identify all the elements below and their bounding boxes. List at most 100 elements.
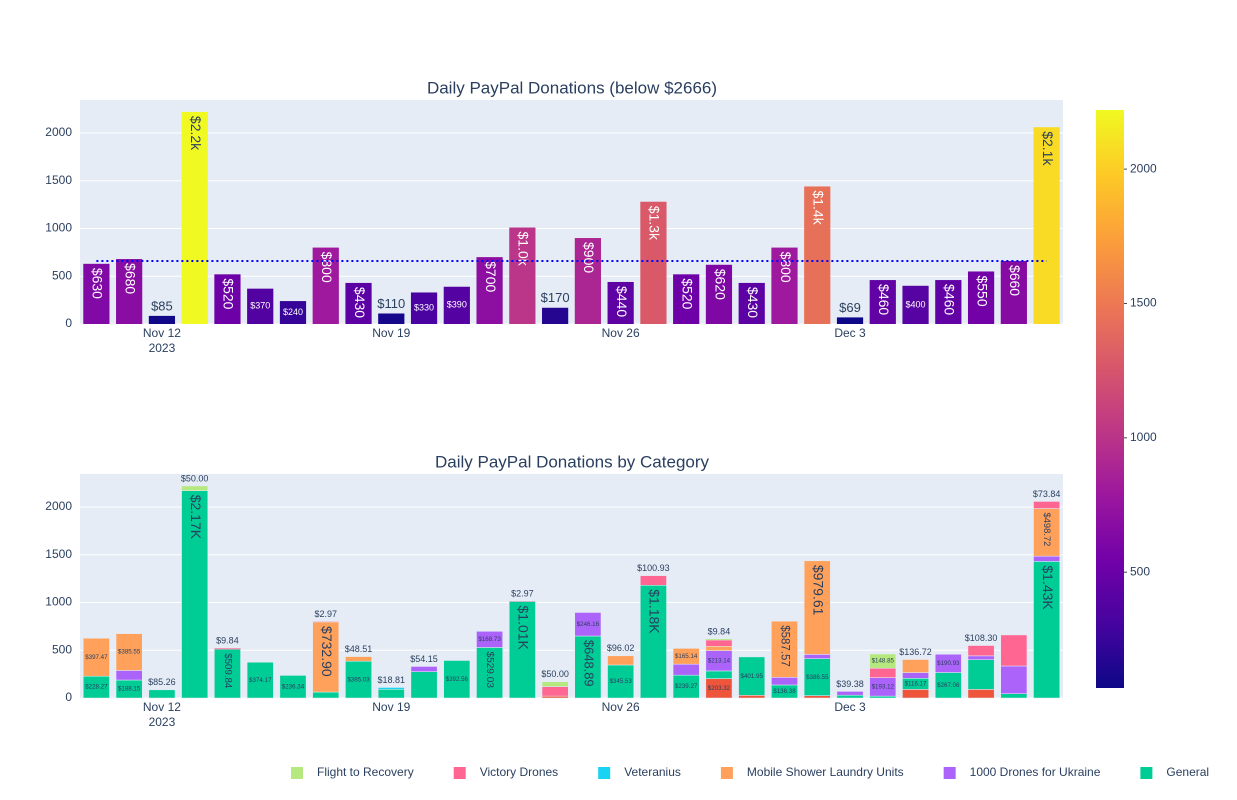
bar-segment [443, 660, 471, 699]
x-tick-label: Nov 12 [143, 326, 181, 340]
bar [279, 301, 307, 324]
value-label: $330 [414, 303, 434, 313]
value-label: $648.89 [581, 640, 596, 687]
bar [574, 238, 601, 324]
bar [378, 313, 405, 324]
bar-segment [1033, 555, 1060, 562]
bar [181, 111, 208, 324]
bar-segment [377, 689, 405, 699]
bar [607, 281, 634, 324]
legend-swatch [598, 767, 611, 779]
bar [443, 286, 470, 324]
bar [116, 259, 143, 324]
legend-swatch [291, 767, 303, 779]
value-label: $660 [1007, 265, 1023, 296]
x-tick-label: Nov 26 [602, 326, 640, 340]
value-label: $188.15 [118, 686, 141, 693]
bar-segment [1033, 501, 1060, 509]
bar-segment [541, 695, 569, 699]
value-label: $236.34 [282, 683, 305, 690]
value-label: $400 [906, 299, 926, 309]
y-tick-label: 0 [65, 316, 72, 330]
value-label: $267.06 [937, 682, 960, 689]
x-tick-label: Nov 19 [372, 700, 410, 714]
value-label: $587.57 [778, 625, 790, 667]
bar-segment [803, 658, 831, 696]
value-label: $397.47 [85, 654, 108, 661]
bar [902, 285, 929, 324]
bar-segment [771, 620, 798, 678]
y-tick-label: 500 [52, 268, 72, 282]
value-label: $85.26 [148, 677, 176, 687]
bar-segment [869, 653, 897, 669]
x-tick-label: Dec 3 [834, 326, 866, 340]
bar-segment [1000, 693, 1028, 699]
bar-segment [803, 560, 831, 655]
y-tick-label: 2000 [45, 125, 72, 139]
bar [148, 315, 176, 324]
y-tick-label: 1500 [45, 173, 72, 187]
value-label: $170 [541, 290, 570, 305]
bar-segment [967, 689, 995, 699]
bar-segment [115, 670, 143, 681]
bar-segment [181, 490, 209, 699]
value-label: $110 [377, 296, 405, 311]
value-label: $100.93 [637, 563, 670, 573]
bar-segment [967, 655, 995, 660]
bar-segment [214, 649, 241, 699]
value-label: $1.3k [647, 206, 663, 241]
value-label: $9.84 [216, 636, 239, 646]
legend-label: Veteranius [624, 765, 681, 779]
bar-segment [803, 654, 831, 659]
value-label: $386.55 [806, 674, 829, 681]
legend-label: General [1166, 765, 1209, 779]
value-label: $440 [614, 286, 630, 317]
bar [542, 307, 569, 324]
bar-segment [705, 639, 733, 641]
bar-segment [541, 681, 569, 687]
legend-label: Mobile Shower Laundry Units [747, 765, 904, 779]
y-tick-label: 1000 [45, 221, 72, 235]
value-label: $620 [712, 269, 728, 300]
value-label: $2.1k [1040, 131, 1056, 166]
bar-segment [1033, 561, 1060, 699]
value-label: $18.81 [378, 675, 406, 685]
bar [509, 227, 536, 324]
value-label: $136.38 [773, 688, 796, 695]
legend-swatch [943, 767, 956, 779]
bar [476, 257, 503, 324]
chart-title: Daily PayPal Donations by Category [435, 452, 710, 471]
value-label: $370 [250, 301, 270, 311]
bar-segment [640, 585, 667, 699]
value-label: $2.97 [314, 609, 337, 619]
bar-segment [902, 659, 929, 673]
bar-segment [640, 575, 667, 586]
bar-segment [738, 695, 766, 699]
bar-segment [902, 672, 929, 679]
bar-segment [967, 659, 995, 690]
colorbar-tick-label: 500 [1130, 564, 1150, 578]
bar [1000, 260, 1027, 324]
value-label: $460 [876, 284, 892, 315]
x-tick-label: Nov 26 [602, 700, 640, 714]
bar-segment [181, 485, 209, 491]
bar-segment [771, 677, 798, 686]
value-label: $69 [839, 300, 861, 315]
value-label: $50.00 [181, 473, 209, 483]
bar-segment [410, 671, 438, 699]
x-tick-label: Dec 3 [834, 700, 866, 714]
value-label: $228.27 [85, 684, 108, 691]
x-tick-label: Nov 19 [372, 326, 410, 340]
legend-swatch [1140, 767, 1153, 779]
bar [83, 263, 110, 324]
value-label: $54.15 [410, 654, 438, 664]
value-label: $39.38 [836, 679, 864, 689]
colorbar-tick-label: 1500 [1130, 296, 1157, 310]
bar-segment [836, 691, 864, 696]
legend-swatch [453, 767, 466, 779]
x-tick-label: Nov 12 [143, 700, 181, 714]
value-label: $680 [122, 263, 138, 294]
value-label: $48.51 [345, 644, 373, 654]
